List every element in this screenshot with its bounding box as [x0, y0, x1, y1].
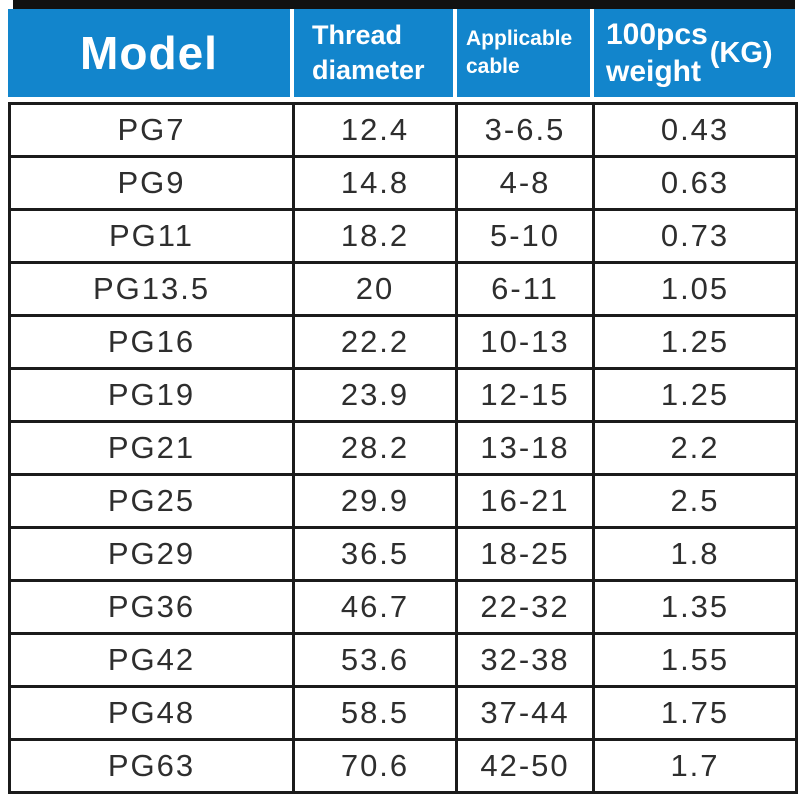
- weight-cell: 1.35: [592, 579, 798, 635]
- weight-cell: 0.73: [592, 208, 798, 264]
- spec-table: Model Thread diameter Applicable cable 1…: [8, 0, 798, 794]
- model-cell: PG19: [8, 367, 295, 423]
- table-row: PG63 70.6 42-50 1.7: [8, 738, 798, 794]
- header-cell-thread-diameter: Thread diameter: [294, 9, 453, 97]
- cable-cell: 22-32: [455, 579, 595, 635]
- table-row: PG16 22.2 10-13 1.25: [8, 314, 798, 370]
- header-cable-line2: cable: [466, 55, 520, 78]
- model-cell: PG13.5: [8, 261, 295, 317]
- cable-cell: 6-11: [455, 261, 595, 317]
- model-cell: PG21: [8, 420, 295, 476]
- thread-cell: 12.4: [292, 102, 458, 158]
- model-cell: PG9: [8, 155, 295, 211]
- weight-cell: 1.25: [592, 367, 798, 423]
- weight-cell: 2.5: [592, 473, 798, 529]
- thread-cell: 23.9: [292, 367, 458, 423]
- header-cell-weight: 100pcs weight (KG): [594, 9, 795, 97]
- thread-cell: 20: [292, 261, 458, 317]
- weight-cell: 1.8: [592, 526, 798, 582]
- cable-cell: 12-15: [455, 367, 595, 423]
- table-row: PG13.5 20 6-11 1.05: [8, 261, 798, 317]
- model-cell: PG42: [8, 632, 295, 688]
- spec-table-body: PG7 12.4 3-6.5 0.43 PG9 14.8 4-8 0.63 PG…: [8, 102, 798, 794]
- cable-cell: 42-50: [455, 738, 595, 794]
- header-cell-applicable-cable: Applicable cable: [457, 9, 590, 97]
- thread-cell: 22.2: [292, 314, 458, 370]
- thread-cell: 18.2: [292, 208, 458, 264]
- thread-cell: 36.5: [292, 526, 458, 582]
- cable-cell: 13-18: [455, 420, 595, 476]
- header-weight-stack: 100pcs weight: [606, 16, 708, 91]
- table-header-row: Model Thread diameter Applicable cable 1…: [8, 9, 795, 97]
- top-border-bar: [13, 0, 795, 9]
- model-cell: PG48: [8, 685, 295, 741]
- header-cable-line1: Applicable: [466, 26, 573, 50]
- thread-cell: 14.8: [292, 155, 458, 211]
- model-cell: PG25: [8, 473, 295, 529]
- weight-cell: 2.2: [592, 420, 798, 476]
- model-cell: PG63: [8, 738, 295, 794]
- header-thread-line1: Thread: [312, 19, 403, 50]
- weight-cell: 1.05: [592, 261, 798, 317]
- weight-cell: 1.7: [592, 738, 798, 794]
- header-weight-line2: weight: [606, 55, 701, 88]
- table-row: PG11 18.2 5-10 0.73: [8, 208, 798, 264]
- model-cell: PG36: [8, 579, 295, 635]
- weight-cell: 0.43: [592, 102, 798, 158]
- cable-cell: 10-13: [455, 314, 595, 370]
- thread-cell: 58.5: [292, 685, 458, 741]
- header-weight-unit: (KG): [709, 36, 773, 69]
- table-row: PG9 14.8 4-8 0.63: [8, 155, 798, 211]
- model-cell: PG7: [8, 102, 295, 158]
- thread-cell: 53.6: [292, 632, 458, 688]
- model-cell: PG29: [8, 526, 295, 582]
- cable-cell: 37-44: [455, 685, 595, 741]
- cable-cell: 4-8: [455, 155, 595, 211]
- weight-cell: 1.55: [592, 632, 798, 688]
- header-model-label: Model: [80, 27, 218, 79]
- thread-cell: 29.9: [292, 473, 458, 529]
- cable-cell: 3-6.5: [455, 102, 595, 158]
- table-row: PG48 58.5 37-44 1.75: [8, 685, 798, 741]
- cable-cell: 18-25: [455, 526, 595, 582]
- table-row: PG29 36.5 18-25 1.8: [8, 526, 798, 582]
- cable-cell: 32-38: [455, 632, 595, 688]
- header-thread-line2: diameter: [312, 55, 425, 85]
- table-row: PG7 12.4 3-6.5 0.43: [8, 102, 798, 158]
- header-weight-line1: 100pcs: [606, 17, 708, 51]
- table-row: PG42 53.6 32-38 1.55: [8, 632, 798, 688]
- weight-cell: 1.75: [592, 685, 798, 741]
- weight-cell: 1.25: [592, 314, 798, 370]
- thread-cell: 46.7: [292, 579, 458, 635]
- weight-cell: 0.63: [592, 155, 798, 211]
- thread-cell: 70.6: [292, 738, 458, 794]
- table-row: PG36 46.7 22-32 1.35: [8, 579, 798, 635]
- cable-cell: 16-21: [455, 473, 595, 529]
- thread-cell: 28.2: [292, 420, 458, 476]
- table-row: PG21 28.2 13-18 2.2: [8, 420, 798, 476]
- model-cell: PG16: [8, 314, 295, 370]
- table-row: PG25 29.9 16-21 2.5: [8, 473, 798, 529]
- header-cell-model: Model: [8, 9, 290, 97]
- model-cell: PG11: [8, 208, 295, 264]
- cable-cell: 5-10: [455, 208, 595, 264]
- table-row: PG19 23.9 12-15 1.25: [8, 367, 798, 423]
